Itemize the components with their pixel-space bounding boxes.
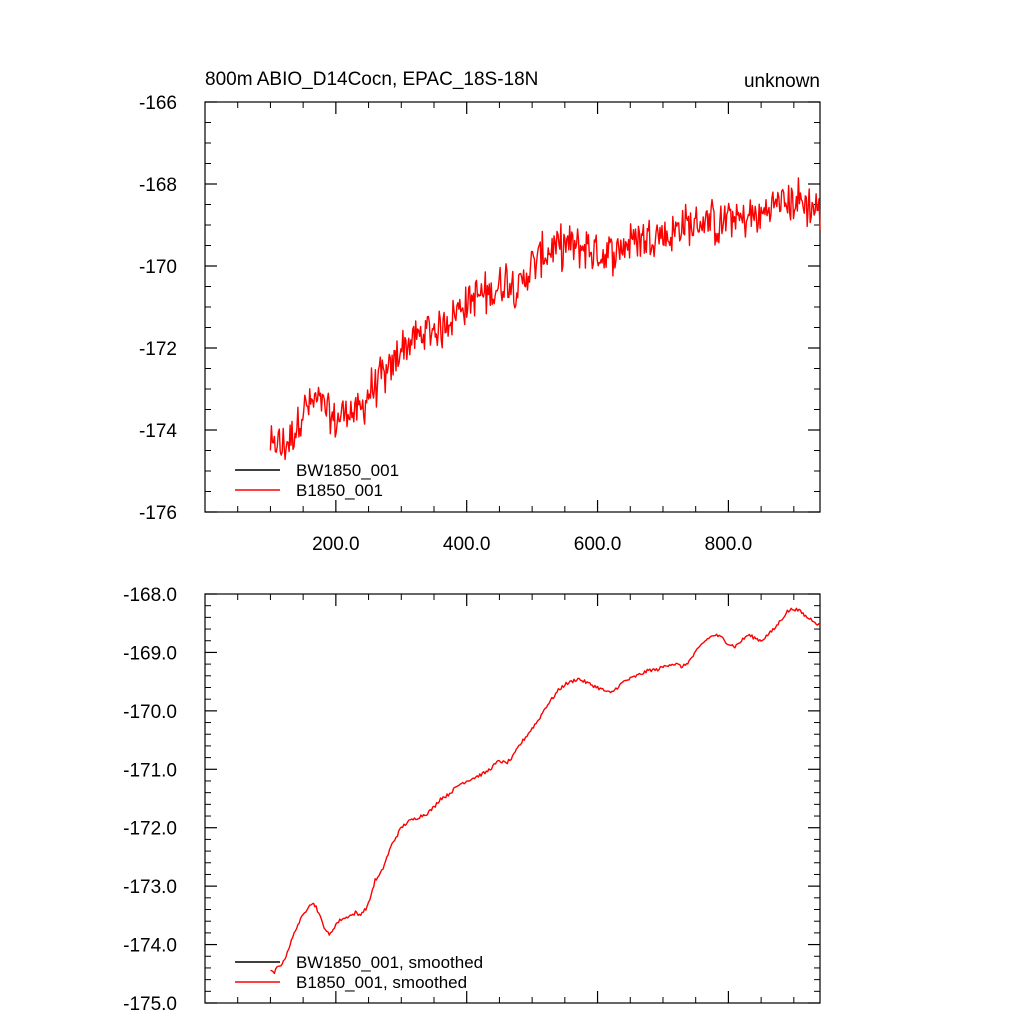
y-tick-label: -173.0 (123, 877, 177, 898)
top-panel-right-title: unknown (744, 71, 820, 92)
legend-label-1: B1850_001 (296, 481, 383, 500)
y-tick-label: -170 (139, 257, 177, 278)
top-panel: 800m ABIO_D14Cocn, EPAC_18S-18N unknown … (139, 69, 821, 555)
legend-label-0: BW1850_001, smoothed (296, 953, 483, 972)
x-tick-label: 400.0 (443, 534, 491, 555)
y-tick-label: -168 (139, 175, 177, 196)
y-tick-label: -166 (139, 93, 177, 114)
bottom-panel-frame (204, 593, 821, 1004)
y-tick-label: -169.0 (123, 643, 177, 664)
x-tick-label: 800.0 (705, 534, 753, 555)
y-tick-label: -174.0 (123, 936, 177, 957)
bottom-panel-series (270, 607, 821, 975)
x-tick-label: 200.0 (312, 534, 360, 555)
legend-label-1: B1850_001, smoothed (296, 973, 467, 992)
top-panel-title: 800m ABIO_D14Cocn, EPAC_18S-18N (205, 69, 538, 90)
y-tick-label: -172 (139, 339, 177, 360)
x-tick-label: 600.0 (574, 534, 622, 555)
top-panel-series (269, 177, 821, 461)
y-tick-label: -171.0 (123, 760, 177, 781)
top-panel-ticks: 200.0 400.0 600.0 800.0 -176 -174 -172 -170 -168… (139, 93, 820, 555)
bottom-panel: -175.0 -174.0 -173.0 -172.0 -171.0 -170.0 -169… (123, 585, 821, 1015)
y-tick-label: -168.0 (123, 585, 177, 606)
y-tick-label: -175.0 (123, 994, 177, 1015)
y-tick-label: -170.0 (123, 702, 177, 723)
series-line-1 (269, 177, 821, 461)
series-line-1 (270, 607, 821, 975)
legend-label-0: BW1850_001 (296, 461, 399, 480)
y-tick-label: -174 (139, 421, 177, 442)
y-tick-label: -176 (139, 503, 177, 524)
bottom-panel-ticks: -175.0 -174.0 -173.0 -172.0 -171.0 -170.0 -169… (123, 585, 820, 1015)
y-tick-label: -172.0 (123, 819, 177, 840)
